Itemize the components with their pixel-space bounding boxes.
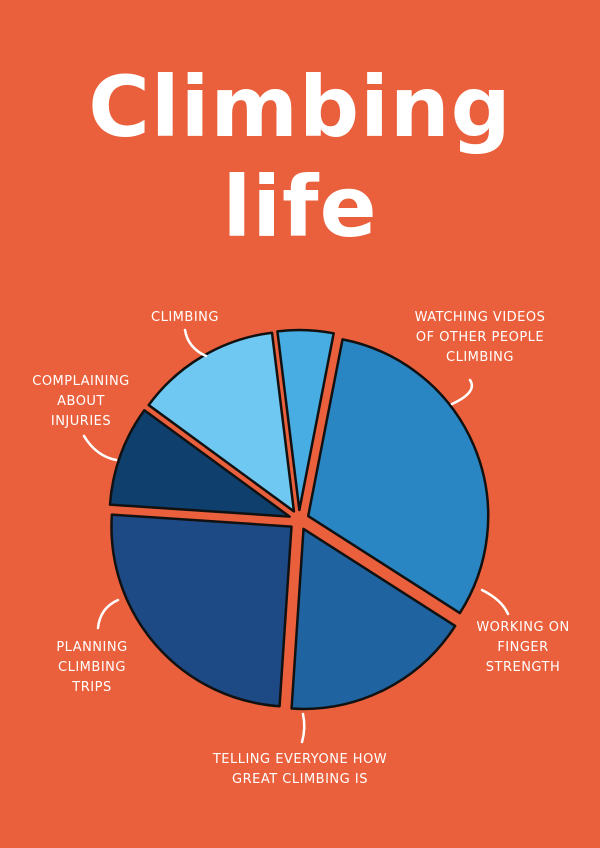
label-telling-everyone: TELLING EVERYONE HOW GREAT CLIMBING IS <box>212 752 388 787</box>
slice-complaining-injuries <box>147 331 296 513</box>
label-complaining-injuries: COMPLAINING ABOUT INJURIES <box>32 374 130 429</box>
leader-line-finger-strength <box>480 588 510 616</box>
page-title-line-1: Climbing <box>88 58 512 156</box>
slice-watching-videos <box>306 338 490 615</box>
slice-telling-everyone <box>110 513 293 708</box>
page-title-line-2: life <box>222 158 378 256</box>
label-watching-videos: WATCHING VIDEOS OF OTHER PEOPLE CLIMBING <box>414 310 546 365</box>
slice-planning-trips <box>108 409 291 518</box>
pie-slices <box>108 328 490 711</box>
label-finger-strength: WORKING ON FINGER STRENGTH <box>476 620 570 675</box>
leader-line-planning-trips <box>96 598 120 630</box>
leader-line-telling-everyone <box>300 712 306 744</box>
leader-lines <box>82 328 510 744</box>
slice-finger-strength <box>290 527 457 711</box>
leader-line-watching-videos <box>450 378 474 406</box>
leader-line-complaining-injuries <box>82 434 118 462</box>
slice-climbing <box>276 328 335 512</box>
label-climbing: CLIMBING <box>151 310 219 325</box>
leader-line-climbing <box>183 328 208 358</box>
label-planning-trips: PLANNING CLIMBING TRIPS <box>56 640 128 695</box>
